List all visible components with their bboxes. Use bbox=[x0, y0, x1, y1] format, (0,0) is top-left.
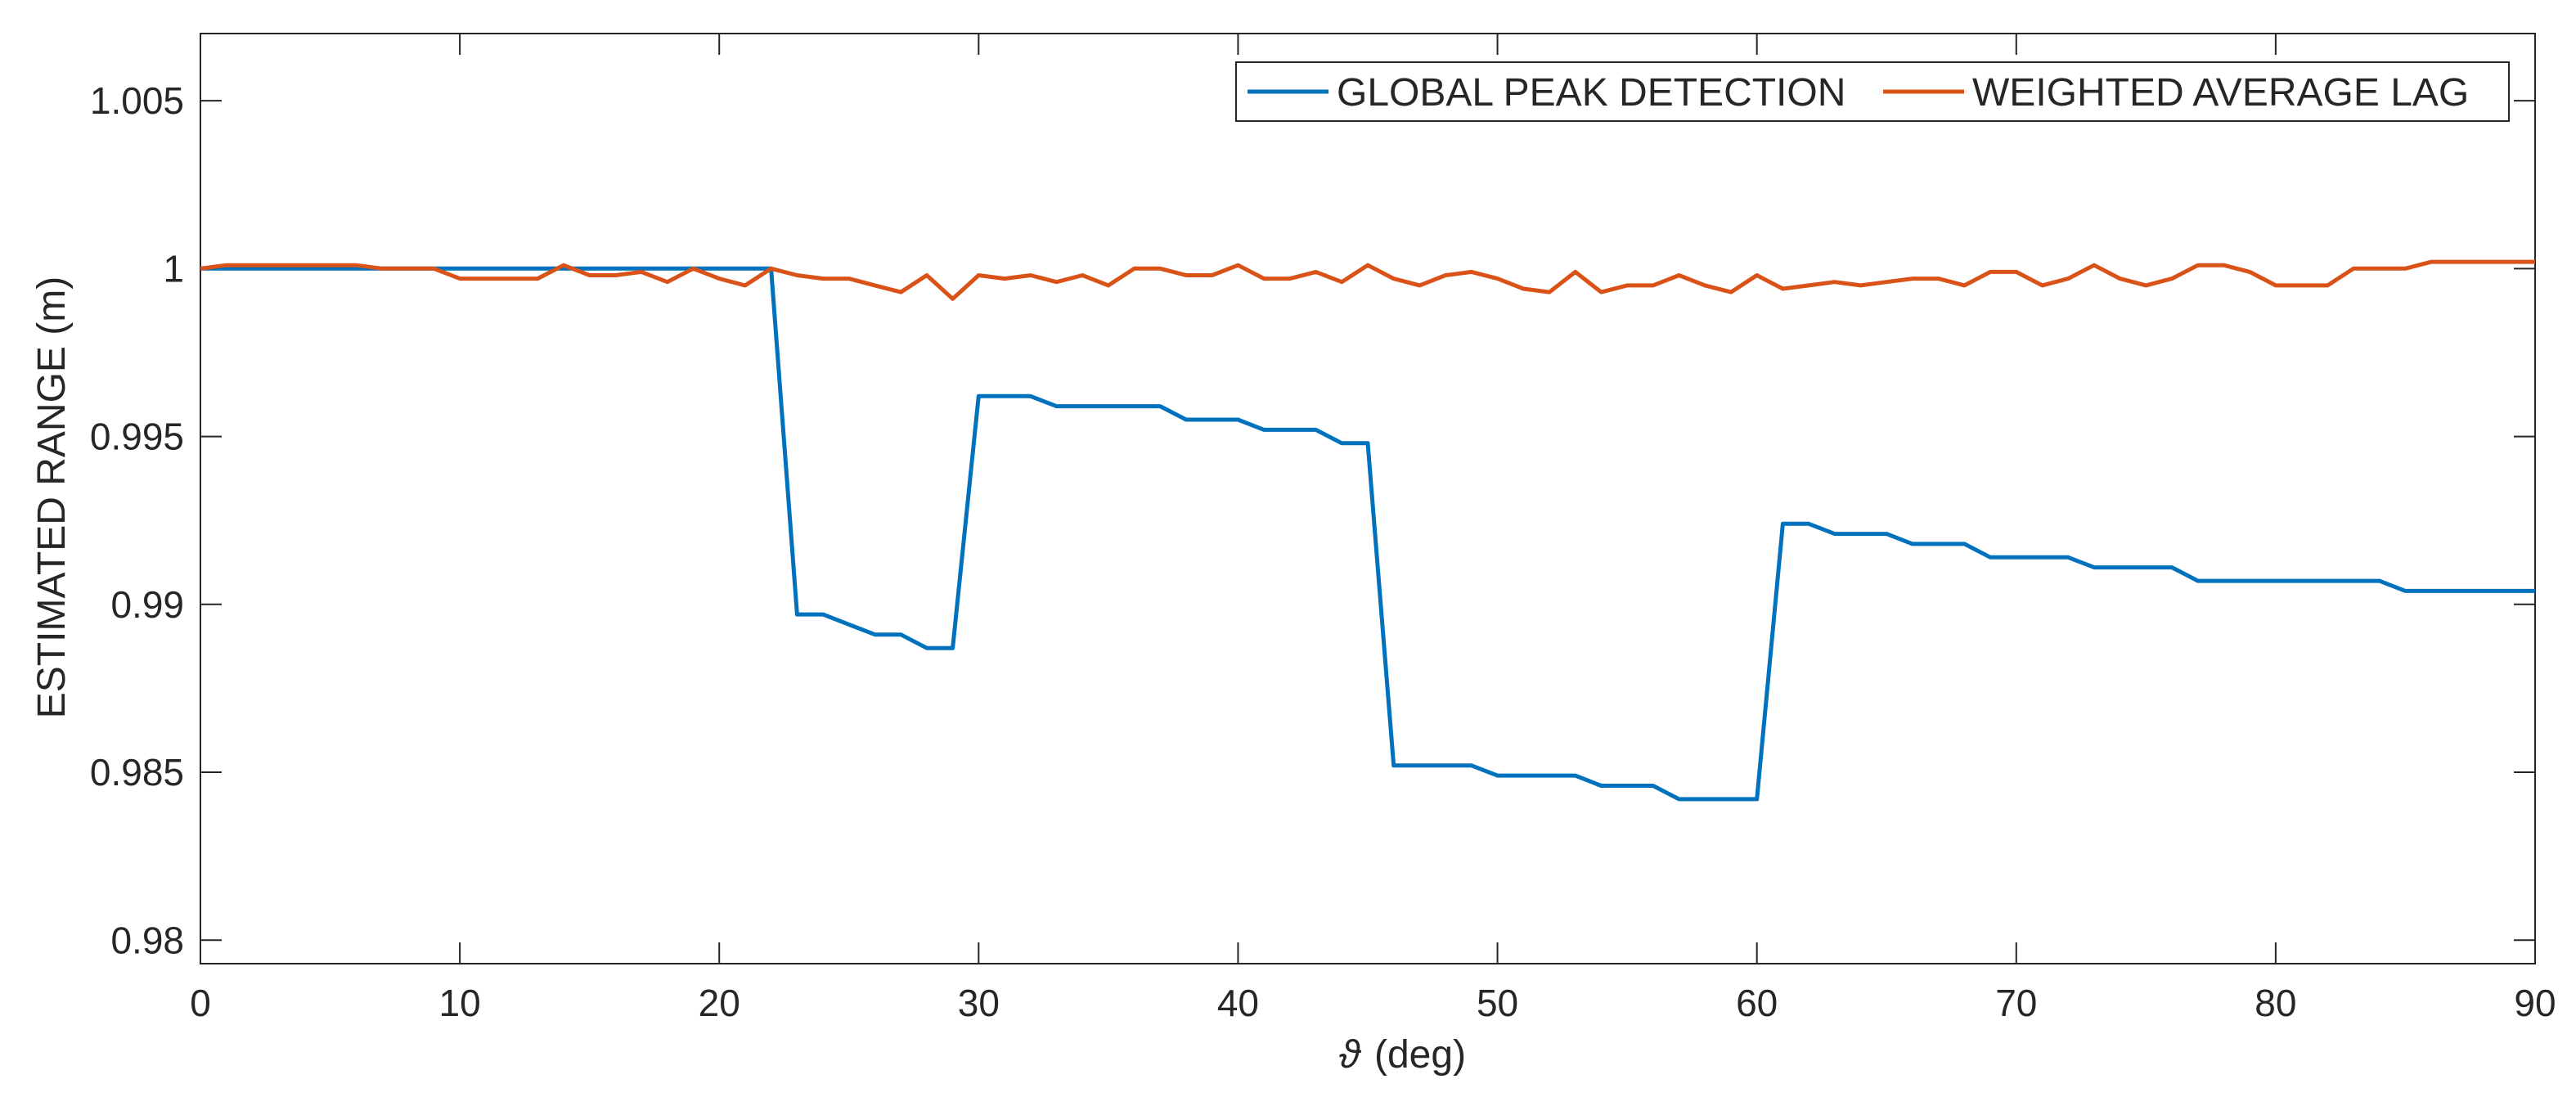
x-axis-title: ϑ (deg) bbox=[1339, 1033, 1466, 1077]
y-axis-title: ESTIMATED RANGE (m) bbox=[30, 276, 74, 718]
plot-frame bbox=[200, 33, 2536, 964]
y-tick-label: 0.99 bbox=[110, 583, 184, 626]
x-tick-label: 90 bbox=[2514, 982, 2556, 1024]
x-tick-label: 70 bbox=[1995, 982, 2037, 1024]
series-line-global-peak-detection bbox=[200, 266, 2535, 802]
x-axis-title-text: (deg) bbox=[1374, 1033, 1466, 1077]
legend: GLOBAL PEAK DETECTION WEIGHTED AVERAGE L… bbox=[1235, 61, 2510, 122]
x-tick-label: 40 bbox=[1217, 982, 1259, 1024]
y-axis-ticks: 0.98 0.985 0.99 0.995 1 1.005 bbox=[90, 79, 2535, 961]
legend-label-weighted-average-lag: WEIGHTED AVERAGE LAG bbox=[1972, 71, 2469, 115]
x-tick-label: 0 bbox=[190, 982, 211, 1024]
y-tick-label: 0.98 bbox=[110, 919, 184, 961]
x-tick-label: 10 bbox=[439, 982, 481, 1024]
series-line-weighted-average-lag bbox=[200, 259, 2535, 301]
series-layer bbox=[200, 259, 2535, 802]
legend-label-global-peak-detection: GLOBAL PEAK DETECTION bbox=[1337, 71, 1845, 115]
y-tick-label: 1 bbox=[163, 247, 184, 290]
y-tick-label: 0.985 bbox=[90, 751, 184, 794]
legend-box bbox=[1235, 61, 2510, 122]
x-axis-ticks: 0 10 20 30 40 50 60 70 80 90 bbox=[190, 34, 2556, 1024]
x-tick-label: 30 bbox=[958, 982, 1000, 1024]
x-axis-title-symbol: ϑ bbox=[1339, 1033, 1362, 1077]
y-tick-label: 1.005 bbox=[90, 79, 184, 122]
x-tick-label: 60 bbox=[1736, 982, 1778, 1024]
x-tick-label: 20 bbox=[699, 982, 740, 1024]
y-tick-label: 0.995 bbox=[90, 416, 184, 458]
plot-area-border bbox=[200, 33, 2536, 964]
x-tick-label: 50 bbox=[1477, 982, 1518, 1024]
x-tick-label: 80 bbox=[2255, 982, 2296, 1024]
